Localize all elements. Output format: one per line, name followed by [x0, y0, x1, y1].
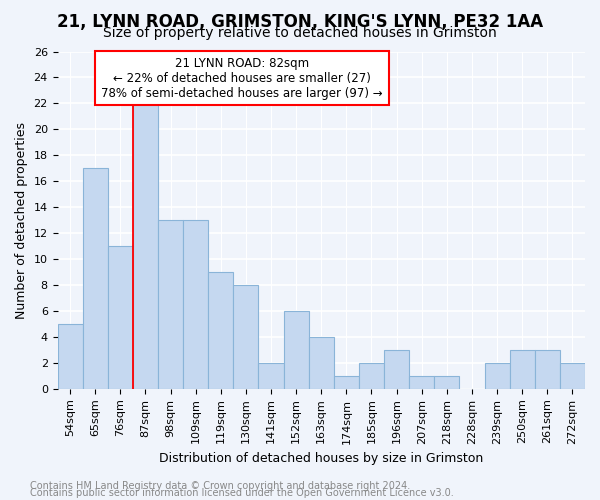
Bar: [58, 324, 83, 389]
Bar: [535, 350, 560, 389]
Text: Contains HM Land Registry data © Crown copyright and database right 2024.: Contains HM Land Registry data © Crown c…: [30, 481, 410, 491]
Bar: [208, 272, 233, 389]
Bar: [409, 376, 434, 389]
Bar: [384, 350, 409, 389]
Bar: [334, 376, 359, 389]
Bar: [233, 285, 259, 389]
Bar: [485, 363, 509, 389]
Bar: [560, 363, 585, 389]
Bar: [183, 220, 208, 389]
Bar: [83, 168, 108, 389]
Text: 21 LYNN ROAD: 82sqm
← 22% of detached houses are smaller (27)
78% of semi-detach: 21 LYNN ROAD: 82sqm ← 22% of detached ho…: [101, 56, 383, 100]
Y-axis label: Number of detached properties: Number of detached properties: [15, 122, 28, 318]
Text: Size of property relative to detached houses in Grimston: Size of property relative to detached ho…: [103, 26, 497, 40]
Text: Contains public sector information licensed under the Open Government Licence v3: Contains public sector information licen…: [30, 488, 454, 498]
Bar: [259, 363, 284, 389]
Bar: [434, 376, 460, 389]
Text: 21, LYNN ROAD, GRIMSTON, KING'S LYNN, PE32 1AA: 21, LYNN ROAD, GRIMSTON, KING'S LYNN, PE…: [57, 12, 543, 30]
Bar: [284, 311, 309, 389]
Bar: [158, 220, 183, 389]
Bar: [309, 337, 334, 389]
Bar: [108, 246, 133, 389]
Bar: [359, 363, 384, 389]
Bar: [133, 104, 158, 389]
X-axis label: Distribution of detached houses by size in Grimston: Distribution of detached houses by size …: [159, 452, 484, 465]
Bar: [509, 350, 535, 389]
